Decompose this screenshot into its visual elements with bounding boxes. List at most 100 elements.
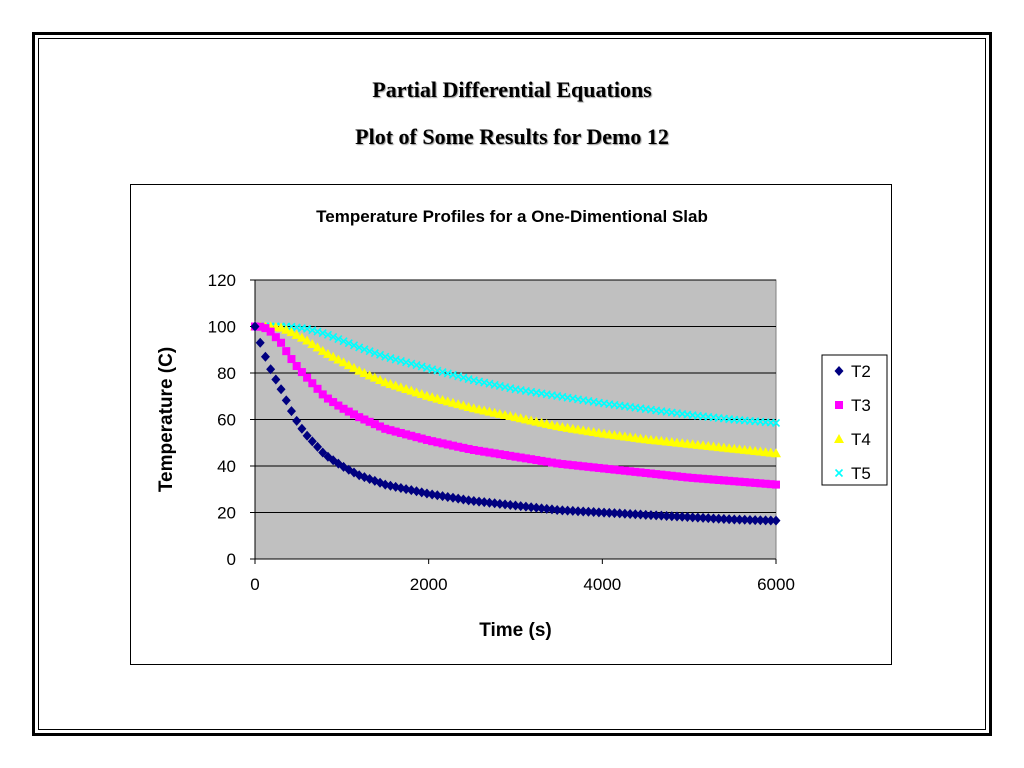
x-tick-label: 2000: [410, 575, 448, 594]
data-point: [349, 410, 358, 419]
data-point: [328, 351, 339, 361]
data-point: [479, 497, 489, 508]
data-point: [469, 496, 479, 507]
data-point: [443, 440, 452, 449]
data-point: [355, 413, 364, 422]
data-point: [652, 470, 661, 479]
data-point: [761, 479, 770, 488]
data-point: [490, 498, 500, 509]
data-point: [323, 330, 333, 339]
data-point: [277, 338, 286, 347]
data-point: [281, 324, 292, 334]
data-point: [370, 348, 379, 358]
chart-title: Temperature Profiles for a One-Dimention…: [316, 207, 708, 226]
tick-labels: 0 20 40 60 80 100 120 0 2000 4000 6000: [208, 271, 795, 594]
data-point: [391, 427, 400, 436]
data-point: [464, 495, 474, 506]
data-point: [322, 348, 333, 358]
data-point: [318, 390, 327, 399]
data-point: [354, 365, 365, 375]
data-point: [547, 458, 556, 467]
data-point: [303, 373, 312, 382]
data-point: [369, 372, 380, 382]
data-point: [365, 347, 374, 356]
data-point: [495, 450, 504, 459]
data-point: [599, 507, 609, 518]
data-point: [688, 473, 697, 482]
data-point: [396, 428, 405, 437]
series-markers: [250, 321, 781, 526]
data-point: [291, 329, 302, 339]
data-point: [454, 442, 463, 451]
marker-stroke: [771, 418, 781, 428]
data-point: [501, 451, 510, 460]
data-point: [735, 477, 744, 486]
data-point: [376, 422, 385, 431]
data-point: [542, 503, 552, 514]
data-point: [307, 338, 318, 348]
data-point: [402, 430, 411, 439]
data-point: [609, 508, 619, 519]
data-point: [761, 515, 771, 526]
data-point: [516, 453, 525, 462]
data-point: [344, 407, 353, 416]
data-point: [334, 334, 343, 344]
y-tick-label: 100: [208, 318, 236, 337]
data-point: [480, 447, 489, 456]
data-point: [578, 506, 588, 517]
data-point: [307, 436, 317, 447]
legend-item-t4: T4: [834, 430, 871, 449]
data-point: [688, 512, 698, 523]
marker-stroke: [370, 348, 379, 358]
data-point: [755, 515, 765, 526]
data-point: [641, 468, 650, 477]
data-point: [574, 461, 583, 470]
data-point: [626, 467, 635, 476]
data-point: [318, 328, 327, 338]
data-point: [714, 513, 724, 524]
data-point: [631, 467, 640, 476]
data-point: [537, 503, 547, 514]
data-point: [354, 470, 364, 481]
data-point: [370, 475, 380, 486]
data-point: [594, 507, 604, 518]
data-point: [500, 499, 510, 510]
y-tick-label: 60: [217, 411, 236, 430]
data-point: [699, 474, 708, 483]
data-point: [662, 471, 671, 480]
data-point: [693, 474, 702, 483]
data-point: [771, 448, 781, 458]
data-point: [338, 357, 349, 367]
legend-box: [821, 354, 888, 486]
data-point: [355, 343, 364, 352]
data-point: [579, 462, 588, 471]
data-point: [302, 430, 312, 441]
data-point: [516, 501, 526, 512]
legend-label: T2: [851, 362, 871, 381]
legend-marker: [834, 468, 844, 478]
data-point: [329, 332, 338, 342]
data-point: [709, 475, 718, 484]
grid-lines: [255, 279, 776, 513]
data-point: [605, 465, 614, 474]
data-point: [568, 461, 577, 470]
data-point: [657, 470, 666, 479]
data-point: [459, 443, 468, 452]
data-point: [630, 509, 640, 520]
marker-stroke: [339, 337, 348, 346]
data-point: [589, 507, 599, 518]
data-point: [740, 514, 750, 525]
legend-item-t5: T5: [834, 464, 871, 483]
data-point: [583, 506, 593, 517]
data-point: [771, 515, 781, 526]
data-point: [474, 496, 484, 507]
data-point: [693, 512, 703, 523]
data-point: [287, 355, 296, 364]
data-point: [348, 362, 359, 372]
data-point: [364, 370, 375, 380]
data-point: [704, 475, 713, 484]
data-point: [708, 513, 718, 524]
marker-stroke: [329, 332, 338, 342]
y-tick-label: 80: [217, 364, 236, 383]
data-point: [271, 374, 281, 385]
